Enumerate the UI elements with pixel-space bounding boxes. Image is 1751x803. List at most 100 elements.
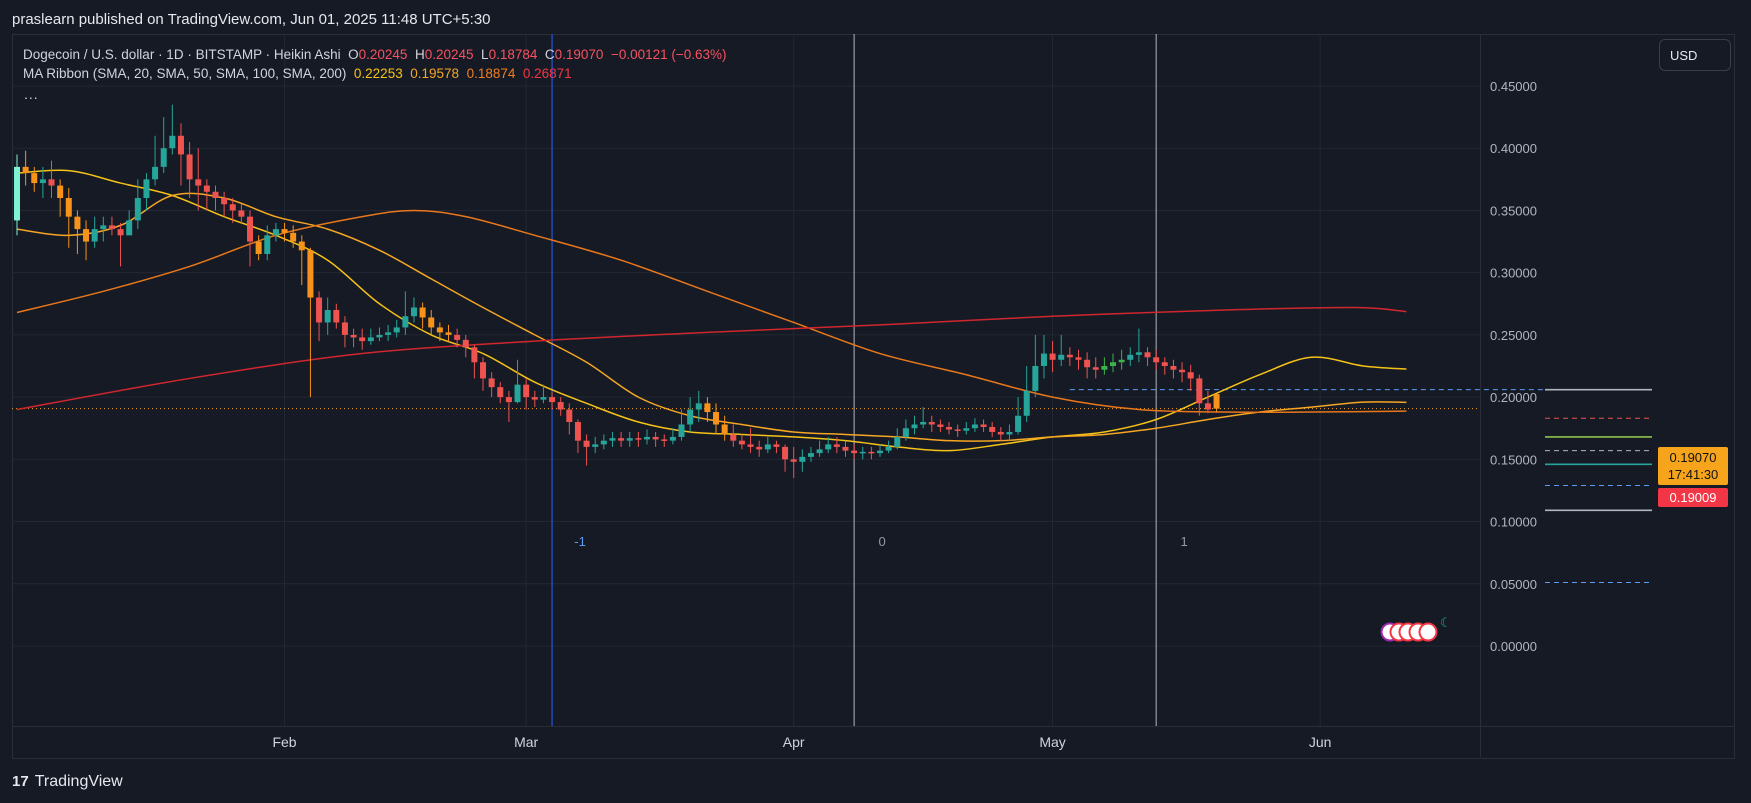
candle[interactable] [203,185,210,192]
candle[interactable] [14,166,20,221]
candle[interactable] [756,446,763,450]
candle[interactable] [212,191,219,198]
symbol-title[interactable]: Dogecoin / U.S. dollar · 1D · BITSTAMP ·… [23,47,341,62]
candle[interactable] [514,384,521,403]
candle[interactable] [436,327,443,333]
candle[interactable] [868,451,875,454]
candle[interactable] [402,316,409,328]
candle[interactable] [272,229,279,236]
candle[interactable] [652,436,659,440]
candle[interactable] [851,450,858,454]
candle[interactable] [410,307,417,317]
candle[interactable] [523,384,530,398]
candle[interactable] [678,424,685,437]
candle[interactable] [1092,367,1099,370]
candle[interactable] [833,444,840,447]
candle[interactable] [790,459,797,462]
candle[interactable] [980,424,987,427]
candle[interactable] [264,235,271,254]
candle[interactable] [704,403,711,413]
candle[interactable] [635,438,642,440]
candle[interactable] [1006,431,1013,435]
candle[interactable] [920,422,927,425]
candle[interactable] [1179,369,1186,373]
candle[interactable] [238,210,245,217]
ma-line-sma-200[interactable] [16,306,1407,411]
candle[interactable] [894,436,901,447]
candle[interactable] [169,135,176,149]
candle[interactable] [626,438,633,441]
candle[interactable] [540,397,547,400]
candle[interactable] [48,179,55,186]
candle[interactable] [1032,366,1039,391]
candle[interactable] [954,429,961,431]
ma-ribbon-label[interactable]: MA Ribbon (SMA, 20, SMA, 50, SMA, 100, S… [23,66,347,81]
candle[interactable] [807,453,814,457]
candle[interactable] [1058,354,1065,360]
candle[interactable] [713,412,720,425]
candle[interactable] [687,409,694,425]
candle[interactable] [39,179,46,184]
candle[interactable] [643,436,650,440]
candle[interactable] [445,332,452,335]
candle[interactable] [859,451,866,454]
currency-button[interactable]: USD [1659,39,1731,71]
candle[interactable] [928,422,935,425]
candle[interactable] [937,424,944,427]
candle[interactable] [989,426,996,432]
candle[interactable] [324,310,331,323]
candle[interactable] [669,436,676,441]
candle[interactable] [65,198,72,217]
candle[interactable] [177,135,184,155]
candle[interactable] [1127,354,1134,360]
candle[interactable] [83,229,90,242]
candle[interactable] [531,397,538,400]
candle[interactable] [825,444,832,450]
candle[interactable] [816,449,823,454]
candle[interactable] [186,154,193,180]
candle[interactable] [600,440,607,445]
candle[interactable] [583,440,590,447]
candle[interactable] [1101,366,1108,370]
candle[interactable] [298,241,305,251]
candle[interactable] [376,334,383,338]
candle[interactable] [1118,359,1125,363]
candle[interactable] [350,334,357,338]
candle[interactable] [799,456,806,462]
candle[interactable] [842,446,849,451]
candle[interactable] [971,424,978,429]
candle[interactable] [1204,403,1211,410]
candle[interactable] [877,450,883,454]
candle[interactable] [946,426,953,430]
candle[interactable] [229,204,236,211]
candle[interactable] [359,337,366,342]
candle[interactable] [747,444,754,447]
candle[interactable] [255,241,262,254]
candle[interactable] [609,438,616,441]
candle[interactable] [333,310,340,323]
candle[interactable] [143,179,150,198]
candle[interactable] [574,422,581,441]
candle[interactable] [290,232,297,242]
candle[interactable] [134,198,141,221]
candle[interactable] [91,229,98,242]
candle[interactable] [592,444,599,447]
candle[interactable] [341,322,348,335]
candle[interactable] [1161,362,1168,366]
candle[interactable] [367,337,374,342]
candle[interactable] [721,424,728,435]
ma-line-sma-50[interactable] [16,192,1407,442]
candle[interactable] [1015,415,1022,432]
candle[interactable] [661,439,668,441]
candle[interactable] [480,362,487,379]
ma-line-sma-100[interactable] [16,209,1407,414]
moon-event-icon[interactable]: ☾ [1440,616,1452,631]
candle[interactable] [618,438,625,441]
candle[interactable] [1153,357,1160,363]
candle[interactable] [730,434,737,441]
candle[interactable] [74,216,81,230]
candle[interactable] [738,440,745,445]
candle[interactable] [1066,354,1073,358]
candle[interactable] [31,173,38,184]
candle[interactable] [911,424,918,429]
